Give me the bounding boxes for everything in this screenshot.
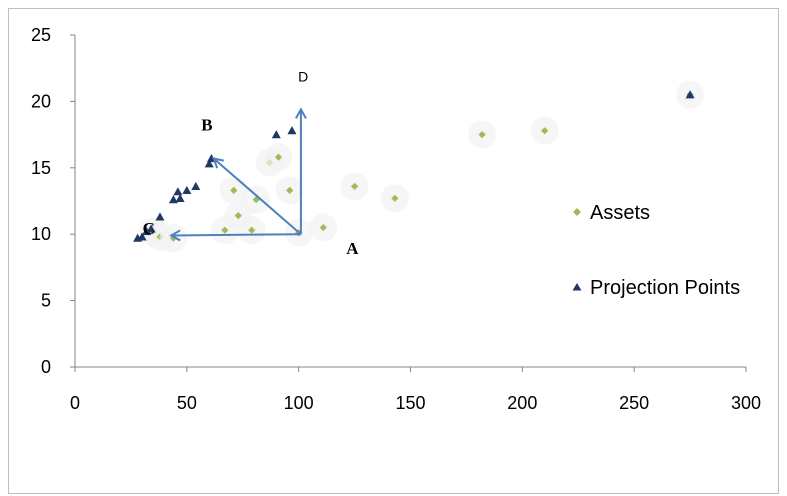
- projection-point: [287, 126, 296, 134]
- y-tick-label: 25: [31, 25, 51, 45]
- projection-point: [173, 187, 182, 195]
- x-tick-label: 250: [619, 393, 649, 413]
- x-tick-label: 200: [507, 393, 537, 413]
- vector-arrow-c: [171, 234, 301, 235]
- legend-label: Projection Points: [590, 277, 740, 299]
- y-tick-label: 10: [31, 224, 51, 244]
- annotation-c: C: [143, 219, 155, 238]
- annotation-d: D: [298, 68, 308, 84]
- x-tick-label: 150: [395, 393, 425, 413]
- y-tick-label: 20: [31, 91, 51, 111]
- projection-point: [182, 186, 191, 194]
- annotation-a: A: [346, 239, 359, 258]
- x-tick-label: 0: [70, 393, 80, 413]
- legend-marker-projection-points: [573, 283, 582, 291]
- annotation-b: B: [201, 116, 212, 135]
- projection-point: [169, 195, 178, 203]
- projection-point: [272, 130, 281, 138]
- y-tick-label: 5: [41, 291, 51, 311]
- x-tick-label: 50: [177, 393, 197, 413]
- projection-point: [155, 212, 164, 220]
- legend-label: Assets: [590, 202, 650, 224]
- legend: Assets Projection Points: [573, 202, 741, 299]
- x-tick-label: 100: [284, 393, 314, 413]
- x-tick-label: 300: [731, 393, 761, 413]
- projection-point: [191, 182, 200, 190]
- legend-marker-assets: [573, 208, 581, 216]
- y-tick-label: 0: [41, 357, 51, 377]
- y-tick-label: 15: [31, 158, 51, 178]
